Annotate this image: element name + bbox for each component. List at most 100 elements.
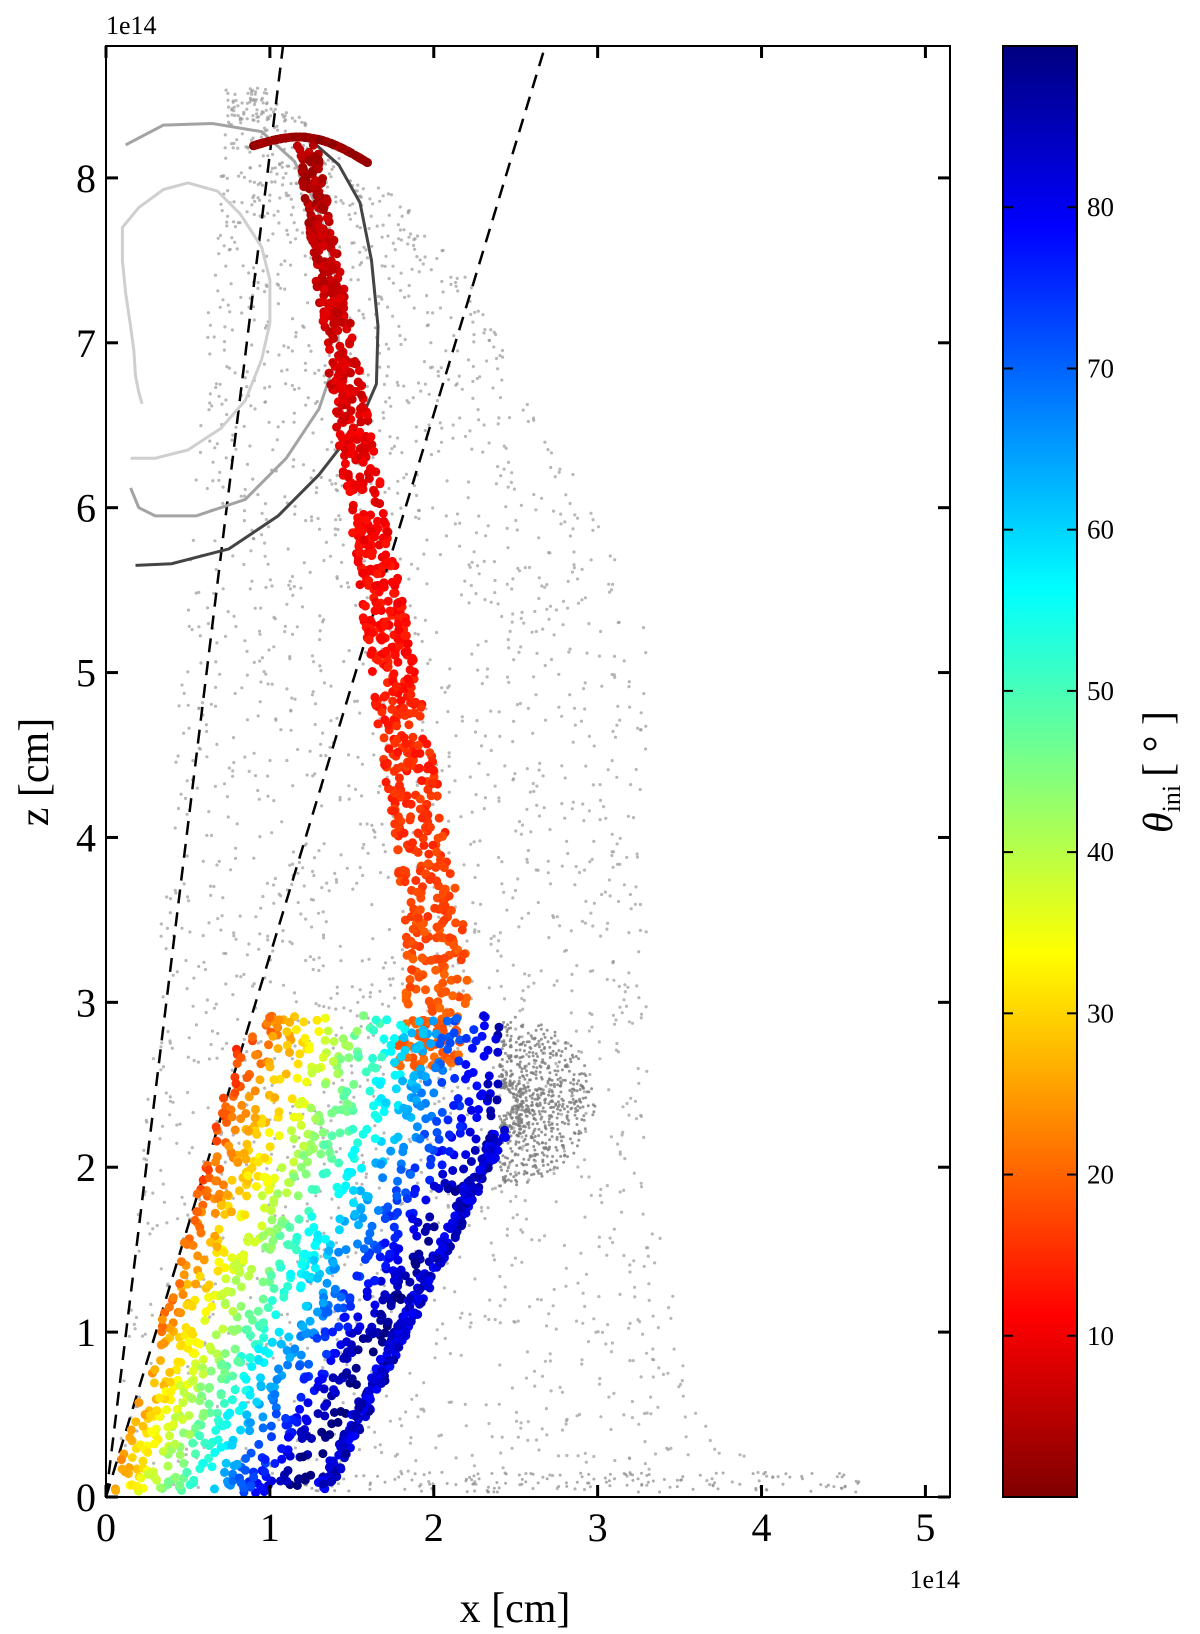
grey-particle: [135, 1429, 139, 1433]
colored-particle: [304, 155, 314, 165]
grey-particle: [531, 1472, 535, 1476]
grey-particle: [840, 1486, 844, 1490]
grey-particle: [358, 822, 363, 826]
grey-particle: [507, 416, 512, 420]
grey-particle: [580, 1475, 584, 1479]
grey-particle: [527, 1120, 531, 1124]
grey-particle: [551, 1100, 555, 1104]
grey-particle: [220, 1047, 225, 1051]
grey-particle: [592, 1110, 596, 1114]
grey-particle: [553, 475, 557, 479]
colored-particle: [332, 422, 342, 432]
grey-particle: [488, 1298, 492, 1302]
grey-particle: [574, 1110, 578, 1114]
grey-particle: [328, 478, 332, 482]
grey-particle: [431, 311, 435, 315]
grey-particle: [513, 1256, 518, 1260]
grey-particle: [320, 417, 324, 421]
grey-particle: [541, 1163, 545, 1167]
grey-particle: [510, 1127, 514, 1131]
grey-particle: [304, 917, 308, 921]
grey-particle: [242, 424, 246, 428]
grey-particle: [533, 609, 537, 614]
grey-particle: [232, 931, 236, 935]
grey-particle: [362, 316, 366, 320]
grey-particle: [516, 1119, 520, 1123]
grey-particle: [446, 1205, 450, 1209]
grey-particle: [236, 104, 240, 108]
grey-particle: [341, 543, 345, 547]
grey-particle: [234, 846, 238, 850]
grey-particle: [557, 1094, 561, 1098]
grey-particle: [563, 776, 567, 780]
grey-particle: [800, 1474, 804, 1478]
grey-particle: [514, 1040, 518, 1044]
grey-particle: [292, 221, 296, 225]
grey-particle: [548, 1145, 551, 1149]
grey-particle: [552, 1105, 556, 1109]
grey-particle: [549, 1036, 553, 1040]
grey-particle: [242, 519, 246, 523]
colored-particle: [244, 1092, 254, 1102]
grey-particle: [470, 1453, 474, 1457]
grey-particle: [294, 237, 298, 241]
grey-particle: [622, 1413, 626, 1417]
grey-particle: [448, 1111, 453, 1115]
grey-particle: [572, 706, 577, 710]
grey-particle: [403, 295, 407, 299]
grey-particle: [607, 878, 612, 882]
grey-particle: [398, 205, 402, 209]
grey-particle: [291, 850, 296, 854]
grey-particle: [518, 1113, 522, 1116]
grey-particle: [562, 1149, 567, 1153]
colored-particle: [440, 901, 450, 911]
grey-particle: [584, 1129, 588, 1134]
grey-particle: [429, 268, 433, 272]
grey-particle: [218, 382, 222, 386]
grey-particle: [284, 191, 288, 195]
grey-particle: [239, 494, 243, 498]
grey-particle: [250, 92, 254, 96]
grey-particle: [266, 562, 270, 566]
grey-particle: [527, 1055, 531, 1059]
grey-particle: [214, 382, 218, 386]
grey-particle: [509, 1147, 513, 1150]
grey-particle: [327, 353, 331, 357]
grey-particle: [496, 949, 500, 953]
grey-particle: [544, 1084, 548, 1088]
colored-particle: [392, 721, 402, 731]
grey-particle: [580, 1072, 584, 1076]
grey-particle: [308, 570, 312, 575]
grey-particle: [215, 1119, 219, 1123]
grey-particle: [510, 1108, 514, 1112]
grey-particle: [336, 1317, 340, 1322]
grey-particle: [479, 1205, 484, 1210]
grey-particle: [330, 482, 334, 486]
grey-particle: [410, 1397, 414, 1401]
grey-particle: [509, 1045, 513, 1049]
grey-particle: [564, 1266, 568, 1270]
grey-particle: [186, 670, 190, 674]
grey-particle: [271, 1356, 275, 1360]
grey-particle: [577, 1138, 581, 1142]
grey-particle: [671, 1294, 675, 1298]
grey-particle: [458, 1316, 462, 1320]
grey-particle: [309, 256, 313, 260]
colored-particle: [338, 381, 347, 391]
grey-particle: [159, 1267, 163, 1271]
colored-particle: [404, 720, 414, 730]
grey-particle: [245, 673, 249, 677]
grey-particle: [477, 929, 481, 934]
grey-particle: [386, 875, 390, 880]
colored-particle: [368, 1347, 378, 1357]
grey-particle: [266, 794, 270, 798]
grey-particle: [335, 473, 339, 478]
grey-particle: [530, 1238, 534, 1242]
grey-particle: [560, 1428, 565, 1432]
grey-particle: [452, 334, 456, 338]
grey-particle: [310, 654, 314, 658]
colored-particle: [191, 1449, 200, 1459]
grey-particle: [291, 593, 295, 598]
grey-particle: [565, 1065, 569, 1069]
grey-particle: [221, 896, 225, 900]
